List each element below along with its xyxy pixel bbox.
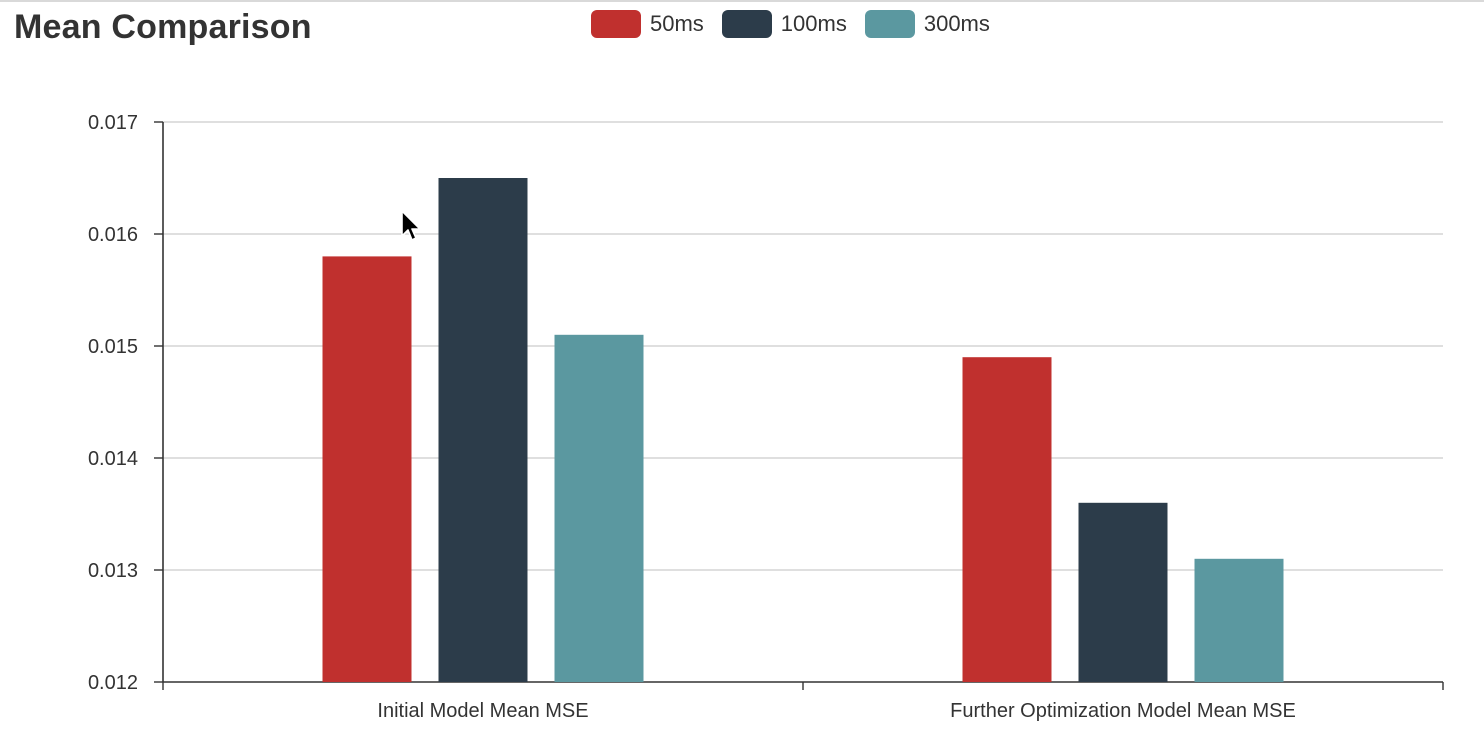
x-tick-label: Initial Model Mean MSE — [377, 700, 588, 722]
legend-item-100ms[interactable]: 100ms — [721, 10, 847, 38]
legend-swatch-50ms — [591, 10, 641, 38]
bar-50ms-initial[interactable] — [322, 256, 412, 682]
y-tick-label: 0.017 — [88, 112, 138, 134]
top-border — [0, 0, 1484, 2]
y-tick-label: 0.014 — [88, 448, 138, 470]
bar-50ms-further[interactable] — [962, 357, 1052, 682]
bar-100ms-initial[interactable] — [438, 178, 528, 682]
legend-label-50ms: 50ms — [650, 11, 704, 36]
axis-labels: 0.012 0.013 0.014 0.015 0.016 0.017 Initial Mo… — [88, 112, 1296, 722]
legend-label-300ms: 300ms — [923, 11, 990, 36]
legend-label-100ms: 100ms — [780, 11, 847, 36]
y-tick-label: 0.016 — [88, 224, 138, 246]
y-tick-label: 0.013 — [88, 560, 138, 582]
bar-300ms-initial[interactable] — [554, 334, 644, 682]
y-tick-label: 0.015 — [88, 336, 138, 358]
legend-item-300ms[interactable]: 300ms — [864, 10, 990, 38]
mouse-pointer-icon — [401, 210, 421, 241]
bar-100ms-further[interactable] — [1078, 502, 1168, 682]
legend-item-50ms[interactable]: 50ms — [591, 10, 704, 38]
chart-title: Mean Comparison — [14, 8, 312, 46]
y-tick-label: 0.012 — [88, 672, 138, 694]
bar-300ms-further[interactable] — [1194, 558, 1284, 682]
legend-swatch-100ms — [721, 10, 772, 38]
bars — [322, 178, 1284, 682]
legend-swatch-300ms — [864, 10, 915, 38]
x-tick-label: Further Optimization Model Mean MSE — [950, 700, 1296, 722]
legend: 50ms 100ms 300ms — [591, 10, 1008, 38]
